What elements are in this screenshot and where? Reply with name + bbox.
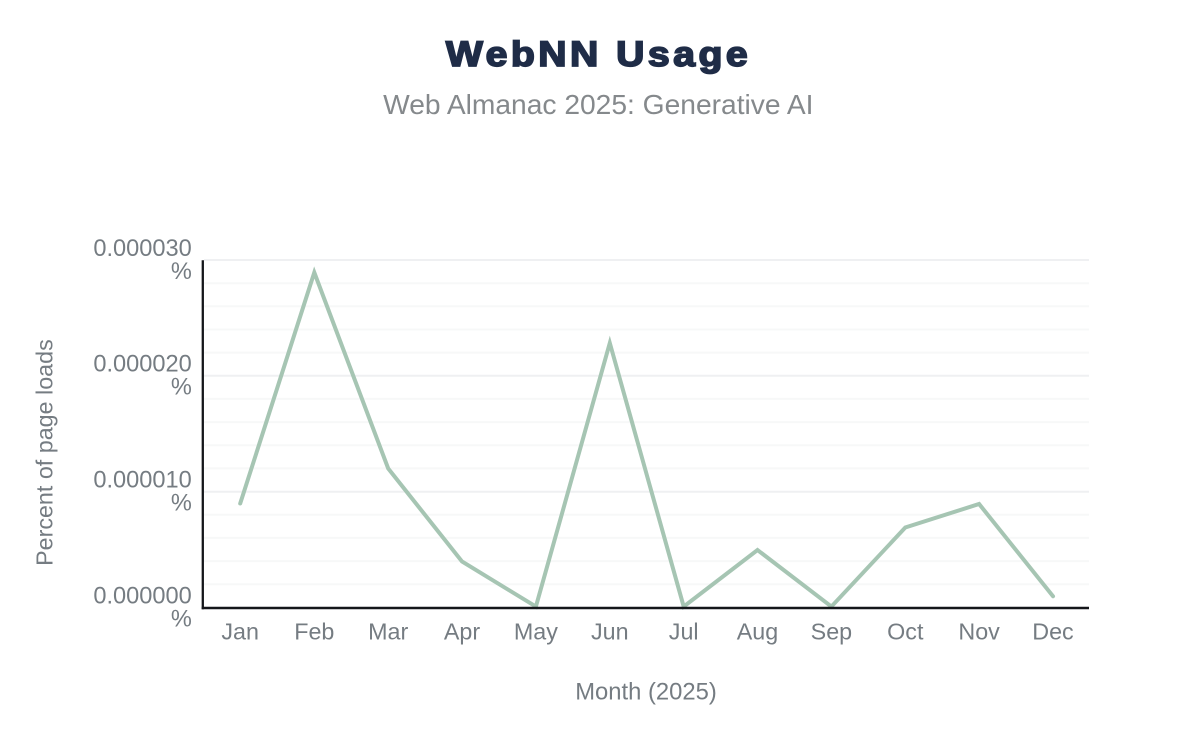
svg-text:WebNN Usage: WebNN Usage	[446, 34, 751, 74]
svg-text:%: %	[171, 375, 192, 401]
svg-text:Month (2025): Month (2025)	[575, 678, 717, 705]
svg-text:%: %	[171, 607, 192, 633]
svg-text:Percent of page loads: Percent of page loads	[32, 339, 58, 566]
svg-text:Mar: Mar	[368, 619, 408, 645]
svg-text:%: %	[171, 259, 192, 285]
svg-text:Jul: Jul	[669, 619, 699, 645]
svg-text:Jan: Jan	[221, 619, 259, 645]
svg-text:0.000030: 0.000030	[93, 236, 191, 262]
svg-text:Feb: Feb	[294, 619, 334, 645]
svg-text:Jun: Jun	[591, 619, 629, 645]
svg-text:Apr: Apr	[444, 619, 480, 645]
svg-text:Dec: Dec	[1032, 619, 1074, 645]
svg-text:0.000010: 0.000010	[93, 468, 191, 494]
svg-text:Aug: Aug	[737, 619, 778, 645]
svg-text:May: May	[514, 619, 558, 645]
svg-text:0.000000: 0.000000	[93, 583, 191, 609]
svg-text:Sep: Sep	[811, 619, 852, 645]
svg-text:Web Almanac 2025: Generative A: Web Almanac 2025: Generative AI	[383, 88, 813, 120]
svg-text:%: %	[171, 491, 192, 517]
svg-text:Oct: Oct	[887, 619, 924, 645]
svg-text:Nov: Nov	[958, 619, 1000, 645]
svg-text:0.000020: 0.000020	[93, 352, 191, 378]
